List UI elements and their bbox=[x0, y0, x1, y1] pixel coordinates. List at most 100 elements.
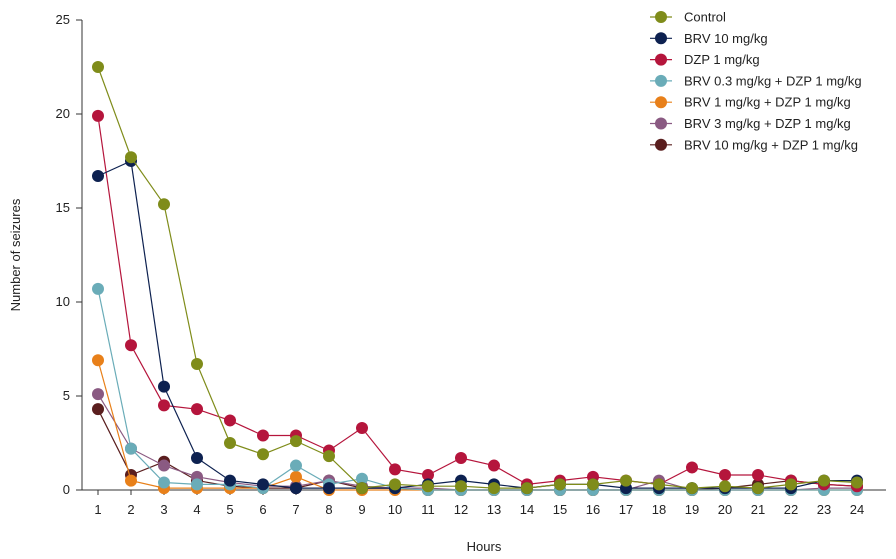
data-point bbox=[521, 482, 533, 495]
data-point bbox=[785, 478, 797, 491]
legend-marker bbox=[655, 138, 667, 151]
data-point bbox=[257, 429, 269, 442]
x-tick-label: 23 bbox=[817, 502, 831, 517]
x-tick-label: 5 bbox=[226, 502, 233, 517]
data-point bbox=[92, 109, 104, 122]
series-line bbox=[97, 393, 857, 491]
legend-marker bbox=[655, 117, 667, 130]
series-line bbox=[97, 408, 858, 491]
data-point bbox=[752, 482, 764, 495]
data-point bbox=[224, 414, 236, 427]
x-tick-label: 12 bbox=[454, 502, 468, 517]
data-point bbox=[653, 478, 665, 491]
data-point bbox=[356, 482, 368, 495]
data-point bbox=[323, 482, 335, 495]
data-point bbox=[455, 480, 467, 493]
data-point bbox=[191, 403, 203, 416]
legend-marker bbox=[655, 32, 667, 45]
legend-label: Control bbox=[684, 10, 726, 25]
data-point bbox=[125, 339, 137, 352]
x-tick-label: 9 bbox=[358, 502, 365, 517]
data-point bbox=[686, 482, 698, 495]
x-tick-label: 19 bbox=[685, 502, 699, 517]
y-tick-label: 0 bbox=[63, 482, 70, 497]
data-point bbox=[158, 380, 170, 393]
x-tick-label: 16 bbox=[586, 502, 600, 517]
legend-label: BRV 10 mg/kg + DZP 1 mg/kg bbox=[684, 137, 858, 152]
data-point bbox=[554, 478, 566, 491]
y-tick-label: 10 bbox=[56, 294, 70, 309]
legend-item: BRV 10 mg/kg + DZP 1 mg/kg bbox=[650, 137, 858, 152]
data-point bbox=[290, 459, 302, 472]
data-point bbox=[851, 476, 863, 489]
data-point bbox=[92, 354, 104, 367]
legend-label: BRV 1 mg/kg + DZP 1 mg/kg bbox=[684, 95, 851, 110]
y-tick-label: 25 bbox=[56, 12, 70, 27]
x-tick-label: 10 bbox=[388, 502, 402, 517]
data-point bbox=[125, 442, 137, 455]
x-tick-label: 20 bbox=[718, 502, 732, 517]
data-point bbox=[290, 482, 302, 495]
x-tick-label: 4 bbox=[193, 502, 200, 517]
x-tick-label: 14 bbox=[520, 502, 534, 517]
data-point bbox=[356, 472, 368, 485]
data-point bbox=[224, 437, 236, 449]
x-tick-label: 8 bbox=[325, 502, 332, 517]
data-point bbox=[719, 468, 731, 481]
data-point bbox=[191, 478, 203, 491]
series-0 bbox=[92, 61, 863, 495]
data-point bbox=[158, 198, 170, 211]
data-point bbox=[224, 474, 236, 487]
legend-label: BRV 0.3 mg/kg + DZP 1 mg/kg bbox=[684, 73, 862, 88]
data-point bbox=[455, 452, 467, 465]
data-point bbox=[92, 403, 104, 416]
x-tick-label: 18 bbox=[652, 502, 666, 517]
x-tick-label: 3 bbox=[160, 502, 167, 517]
legend-label: DZP 1 mg/kg bbox=[684, 52, 760, 67]
data-point bbox=[158, 399, 170, 412]
legend-item: BRV 0.3 mg/kg + DZP 1 mg/kg bbox=[650, 73, 862, 88]
x-tick-label: 24 bbox=[850, 502, 864, 517]
x-tick-label: 7 bbox=[292, 502, 299, 517]
legend-item: Control bbox=[650, 10, 726, 25]
legend-marker bbox=[655, 96, 667, 109]
data-point bbox=[92, 170, 104, 183]
data-point bbox=[290, 435, 302, 448]
data-point bbox=[389, 478, 401, 491]
y-tick-label: 15 bbox=[56, 200, 70, 215]
legend-item: BRV 10 mg/kg bbox=[650, 31, 768, 46]
data-point bbox=[125, 474, 137, 487]
legend-item: BRV 3 mg/kg + DZP 1 mg/kg bbox=[650, 116, 851, 131]
x-tick-label: 2 bbox=[127, 502, 134, 517]
x-tick-label: 21 bbox=[751, 502, 765, 517]
x-axis-title: Hours bbox=[467, 539, 502, 554]
legend-marker bbox=[655, 11, 667, 23]
data-point bbox=[257, 478, 269, 491]
data-point bbox=[257, 448, 269, 461]
data-point bbox=[488, 459, 500, 472]
series-line bbox=[97, 115, 858, 487]
x-tick-label: 6 bbox=[259, 502, 266, 517]
x-tick-label: 17 bbox=[619, 502, 633, 517]
data-point bbox=[158, 459, 170, 472]
data-point bbox=[686, 461, 698, 474]
y-tick-label: 20 bbox=[56, 106, 70, 121]
series-2 bbox=[92, 109, 863, 493]
series-line bbox=[97, 360, 857, 491]
data-point bbox=[92, 61, 104, 73]
x-tick-label: 22 bbox=[784, 502, 798, 517]
x-tick-label: 11 bbox=[421, 502, 435, 517]
x-tick-label: 13 bbox=[487, 502, 501, 517]
data-point bbox=[719, 480, 731, 493]
data-point bbox=[158, 476, 170, 489]
data-point bbox=[422, 480, 434, 493]
data-point bbox=[92, 388, 104, 401]
legend-item: BRV 1 mg/kg + DZP 1 mg/kg bbox=[650, 95, 851, 110]
data-point bbox=[92, 282, 104, 295]
x-tick-label: 1 bbox=[94, 502, 101, 517]
series-line bbox=[97, 160, 857, 489]
data-point bbox=[488, 482, 500, 495]
y-axis-title: Number of seizures bbox=[8, 198, 23, 311]
series-layer bbox=[92, 61, 863, 496]
series-line bbox=[97, 288, 857, 491]
